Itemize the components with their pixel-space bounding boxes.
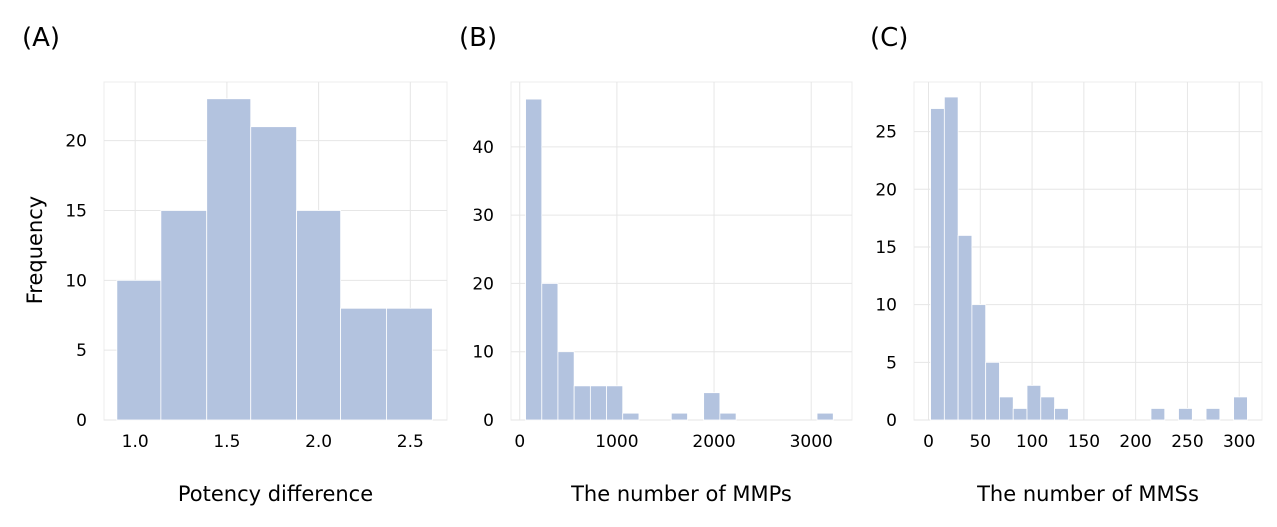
x-tick-label: 150 [1068, 432, 1100, 452]
histogram-bar [957, 235, 973, 421]
histogram-bar [296, 210, 342, 421]
x-tick-label: 100 [1016, 432, 1048, 452]
histogram-bar [622, 412, 640, 421]
histogram-bar [1054, 408, 1069, 421]
x-axis-title: The number of MMSs [976, 482, 1199, 506]
histogram-bar [703, 392, 721, 421]
histogram-bar [1040, 396, 1055, 421]
y-tick-label: 0 [483, 411, 494, 431]
y-axis-title: Frequency [23, 196, 47, 305]
histogram-bar [1026, 384, 1042, 421]
histogram-bar [971, 304, 987, 421]
histogram-bar [557, 351, 575, 421]
x-axis-title: Potency difference [178, 482, 373, 506]
histogram-bar [525, 98, 543, 421]
histogram-bar [1205, 408, 1221, 421]
histogram-bar [1012, 408, 1028, 421]
y-tick-label: 10 [65, 271, 87, 291]
y-tick-label: 15 [65, 201, 87, 221]
histogram-bar [250, 126, 297, 421]
y-tick-label: 30 [472, 206, 494, 226]
histogram-bar [573, 385, 591, 421]
x-tick-label: 2000 [692, 432, 735, 452]
histogram-bar [999, 396, 1014, 421]
histogram-bar [943, 96, 959, 421]
x-tick-label: 0 [923, 432, 934, 452]
histogram-bar [206, 98, 252, 421]
histogram-bar [541, 283, 559, 421]
histogram-bar [1150, 408, 1166, 421]
y-tick-label: 5 [886, 353, 897, 373]
x-tick-label: 300 [1223, 432, 1255, 452]
panel-1: (A) 1.0 1.5 2.0 2.5 0 5 10 15 20 Potency differenc… [22, 23, 448, 506]
y-tick-label: 15 [875, 238, 897, 258]
histogram-bar [589, 385, 607, 421]
panels: (A) 1.0 1.5 2.0 2.5 0 5 10 15 20 Potency differenc… [22, 23, 1263, 506]
x-tick-label: 3000 [790, 432, 833, 452]
panel-label: (A) [22, 23, 60, 53]
y-tick-label: 25 [875, 123, 897, 143]
x-axis-title: The number of MMPs [570, 482, 792, 506]
histogram-bar [386, 307, 433, 421]
histogram-bar [1233, 396, 1248, 421]
histogram-bar [719, 412, 737, 421]
x-tick-label: 0 [514, 432, 525, 452]
y-tick-label: 40 [472, 138, 494, 158]
y-tick-label: 0 [886, 411, 897, 431]
histogram-bar [340, 307, 387, 421]
x-tick-label: 2.5 [397, 432, 424, 452]
y-tick-label: 20 [65, 132, 87, 152]
histogram-bar [116, 279, 162, 421]
histogram-bar [985, 361, 1000, 421]
histogram-bar [930, 108, 945, 421]
x-tick-label: 50 [969, 432, 991, 452]
histogram-bar [160, 210, 208, 421]
y-tick-label: 20 [875, 180, 897, 200]
y-tick-label: 0 [76, 411, 87, 431]
x-tick-label: 250 [1171, 432, 1203, 452]
x-tick-label: 200 [1119, 432, 1151, 452]
y-tick-label: 20 [472, 274, 494, 294]
y-tick-label: 10 [875, 296, 897, 316]
panel-3: (C) 0 50 100 150 200 250 300 0 5 10 15 20 25 The numbe… [870, 23, 1263, 506]
panel-label: (B) [459, 23, 497, 53]
histogram-bar [606, 385, 624, 421]
x-tick-label: 2.0 [305, 432, 332, 452]
histogram-bar [1178, 408, 1193, 421]
panel-label: (C) [870, 23, 908, 53]
x-tick-label: 1.5 [213, 432, 240, 452]
panel-2: (B) 0 1000 2000 3000 0 10 20 30 40 The number of M… [459, 23, 853, 506]
y-tick-label: 5 [76, 341, 87, 361]
histogram-bar [670, 412, 688, 421]
histogram-bar [816, 412, 834, 421]
x-tick-label: 1000 [595, 432, 638, 452]
y-tick-label: 10 [472, 343, 494, 363]
x-tick-label: 1.0 [122, 432, 149, 452]
